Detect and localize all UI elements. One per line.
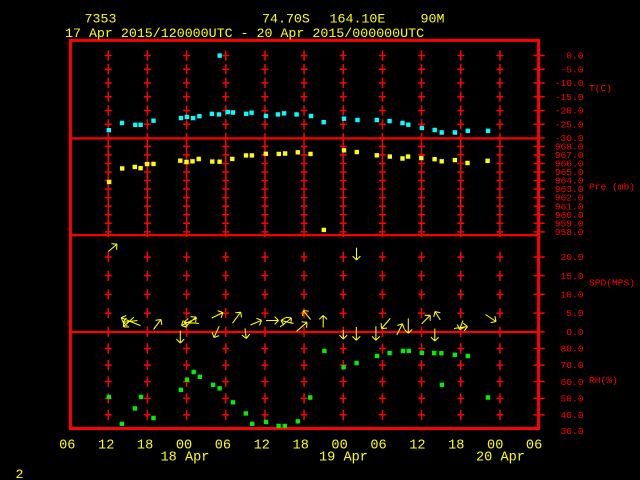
svg-text:74.70S: 74.70S [262,12,310,27]
svg-text:40.0: 40.0 [560,410,583,421]
svg-text:50.0: 50.0 [560,393,583,404]
svg-text:966.0: 966.0 [555,159,584,170]
svg-text:-5.0: -5.0 [560,64,583,75]
svg-text:00: 00 [331,439,347,454]
svg-text:12: 12 [98,439,114,454]
svg-text:-25.0: -25.0 [555,119,584,130]
svg-text:965.0: 965.0 [555,167,584,178]
svg-text:968.0: 968.0 [555,141,584,152]
svg-text:-15.0: -15.0 [555,92,584,103]
svg-text:SPD(MPS): SPD(MPS) [589,278,635,289]
svg-text:00: 00 [176,439,192,454]
svg-text:958.0: 958.0 [555,227,584,238]
svg-text:18: 18 [448,439,464,454]
svg-text:5.0: 5.0 [566,308,584,319]
svg-text:963.0: 963.0 [555,184,584,195]
svg-text:70.0: 70.0 [560,360,583,371]
svg-text:T(C): T(C) [589,83,612,94]
svg-text:959.0: 959.0 [555,218,584,229]
svg-text:06: 06 [215,439,231,454]
svg-text:06: 06 [526,439,542,454]
svg-text:962.0: 962.0 [555,193,584,204]
svg-text:964.0: 964.0 [555,176,584,187]
svg-text:164.10E: 164.10E [330,12,386,27]
svg-text:60.0: 60.0 [560,377,583,388]
svg-text:12: 12 [409,439,425,454]
svg-text:12: 12 [254,439,270,454]
svg-text:0.0: 0.0 [566,327,584,338]
svg-text:-30.0: -30.0 [555,133,584,144]
svg-text:7353: 7353 [85,12,117,27]
svg-text:06: 06 [59,439,75,454]
svg-text:17 Apr 2015/120000UTC - 20 Apr: 17 Apr 2015/120000UTC - 20 Apr 2015/0000… [65,26,424,41]
svg-text:960.0: 960.0 [555,210,584,221]
svg-text:90M: 90M [421,12,445,27]
svg-text:20.0: 20.0 [560,252,583,263]
svg-text:-10.0: -10.0 [555,78,584,89]
svg-text:10.0: 10.0 [560,290,583,301]
svg-text:15.0: 15.0 [560,271,583,282]
svg-text:30.0: 30.0 [560,426,583,437]
svg-text:RH(%): RH(%) [589,375,618,386]
svg-text:80.0: 80.0 [560,344,583,355]
svg-text:-20.0: -20.0 [555,106,584,117]
svg-text:Pre (mb): Pre (mb) [589,181,635,192]
svg-text:2: 2 [16,467,24,480]
svg-text:06: 06 [370,439,386,454]
svg-text:18: 18 [137,439,153,454]
svg-text:20 Apr: 20 Apr [476,451,525,466]
svg-text:967.0: 967.0 [555,150,584,161]
svg-text:961.0: 961.0 [555,201,584,212]
svg-text:0.0: 0.0 [566,51,584,62]
svg-text:18 Apr: 18 Apr [161,451,210,466]
svg-text:00: 00 [487,439,503,454]
svg-text:19 Apr: 19 Apr [319,451,368,466]
svg-text:18: 18 [293,439,309,454]
